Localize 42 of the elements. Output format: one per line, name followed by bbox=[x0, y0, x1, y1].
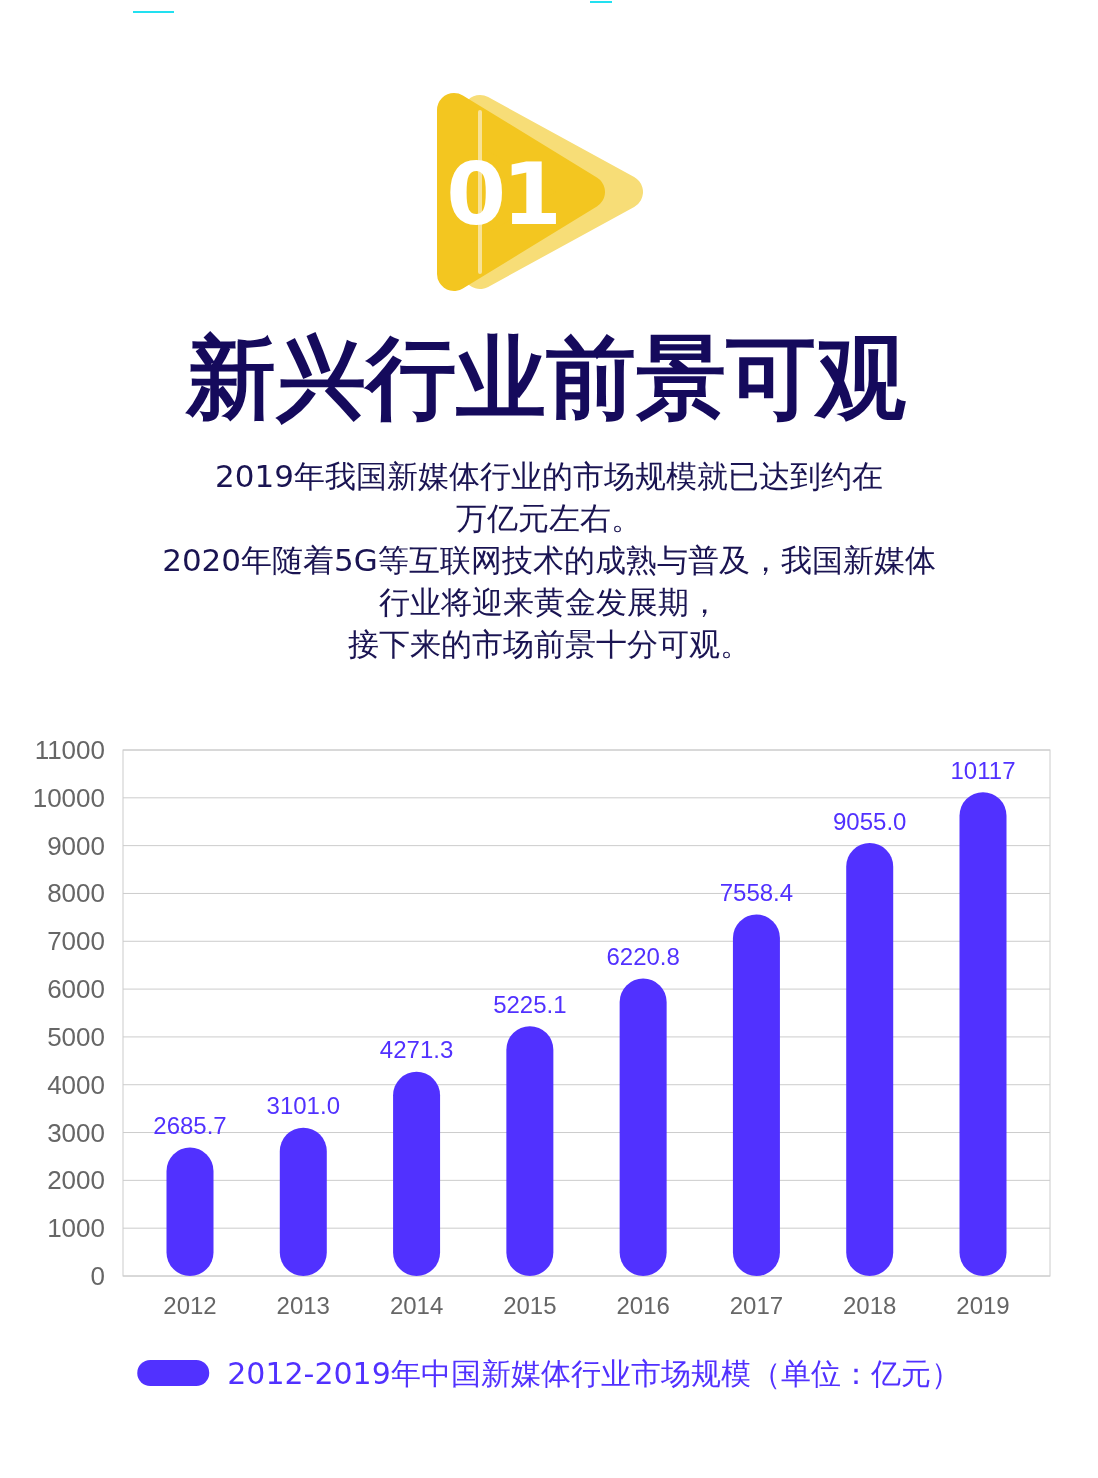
bar bbox=[166, 1147, 214, 1276]
x-tick-label: 2013 bbox=[276, 1291, 330, 1319]
y-tick-label: 8000 bbox=[47, 878, 105, 909]
y-tick-label: 6000 bbox=[47, 974, 105, 1005]
x-tick-label: 2012 bbox=[163, 1291, 217, 1319]
legend-label: 2012-2019年中国新媒体行业市场规模（单位：亿元） bbox=[227, 1355, 961, 1391]
data-label: 4271.3 bbox=[379, 1036, 454, 1064]
bar bbox=[619, 978, 667, 1276]
y-tick-label: 11000 bbox=[34, 735, 105, 765]
y-tick-label: 2000 bbox=[47, 1165, 105, 1196]
data-label: 2685.7 bbox=[153, 1112, 227, 1140]
x-tick-label: 2014 bbox=[389, 1291, 444, 1319]
text: 01 bbox=[446, 144, 558, 244]
data-label: 6220.8 bbox=[606, 943, 680, 971]
y-tick-label: 4000 bbox=[47, 1069, 105, 1100]
data-label: 3101.0 bbox=[266, 1092, 340, 1120]
x-tick-label: 2015 bbox=[503, 1291, 557, 1319]
bar bbox=[846, 843, 894, 1276]
bar bbox=[959, 792, 1007, 1276]
y-tick-label: 9000 bbox=[47, 830, 105, 861]
bar bbox=[732, 914, 780, 1276]
data-label: 9055.0 bbox=[833, 807, 907, 835]
y-tick-label: 1000 bbox=[47, 1213, 105, 1244]
data-label: 5225.1 bbox=[493, 990, 567, 1018]
y-tick-label: 10000 bbox=[32, 782, 105, 813]
data-label: 7558.4 bbox=[719, 879, 794, 907]
text: 接下来的市场前景十分可观。 bbox=[347, 626, 751, 662]
x-tick-label: 2016 bbox=[616, 1291, 670, 1319]
bar bbox=[393, 1071, 441, 1276]
bar bbox=[279, 1127, 327, 1276]
y-tick-label: 3000 bbox=[47, 1117, 105, 1148]
y-tick-label: 0 bbox=[90, 1261, 105, 1291]
x-tick-label: 2018 bbox=[843, 1291, 897, 1319]
text: 2020年随着5G等互联网技术的成熟与普及，我国新媒体行业将迎来黄金发展期， bbox=[162, 542, 936, 620]
y-tick-label: 5000 bbox=[47, 1021, 105, 1052]
x-tick-label: 2019 bbox=[956, 1291, 1010, 1319]
bar bbox=[506, 1026, 554, 1277]
chart-title: 新兴行业前景可观 bbox=[185, 324, 906, 430]
y-tick-label: 7000 bbox=[47, 926, 105, 957]
x-tick-label: 2017 bbox=[729, 1291, 784, 1319]
chart-subtitle: 2019年我国新媒体行业的市场规模就已达到约在万亿元左右。 bbox=[215, 458, 883, 536]
data-label: 10117 bbox=[950, 756, 1016, 784]
